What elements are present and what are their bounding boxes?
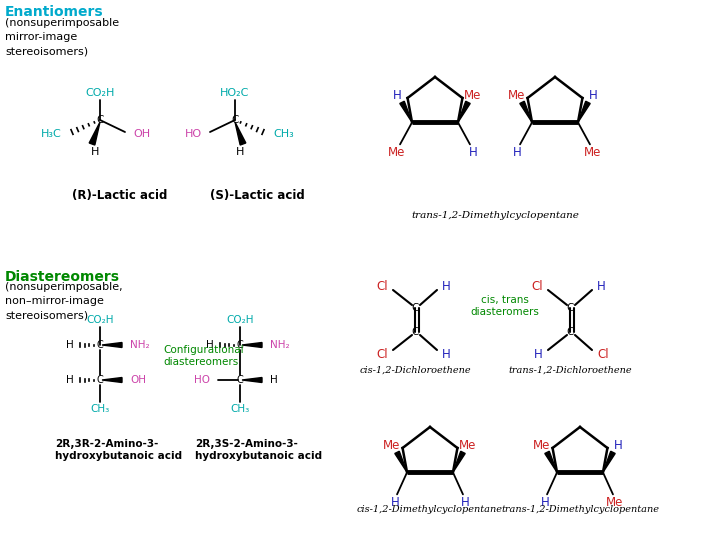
Polygon shape <box>242 377 262 382</box>
Text: CO₂H: CO₂H <box>86 315 114 325</box>
Text: Me: Me <box>464 89 482 102</box>
Text: Cl: Cl <box>377 348 388 361</box>
Text: H: H <box>236 147 244 157</box>
Text: Me: Me <box>459 439 477 452</box>
Text: H: H <box>469 146 477 159</box>
Text: H₃C: H₃C <box>41 129 62 139</box>
Text: H: H <box>534 348 543 361</box>
Text: (S)-Lactic acid: (S)-Lactic acid <box>210 188 305 201</box>
Text: C: C <box>567 327 574 337</box>
Text: cis-1,2-Dimethylcyclopentane: cis-1,2-Dimethylcyclopentane <box>357 505 503 515</box>
Polygon shape <box>102 342 122 348</box>
Polygon shape <box>578 101 590 123</box>
Polygon shape <box>520 101 532 123</box>
Text: NH₂: NH₂ <box>130 340 150 350</box>
Polygon shape <box>453 451 465 472</box>
Text: trans-1,2-Dichloroethene: trans-1,2-Dichloroethene <box>508 366 632 375</box>
Polygon shape <box>400 101 412 123</box>
Polygon shape <box>603 451 615 472</box>
Text: C: C <box>96 115 104 125</box>
Polygon shape <box>395 451 407 472</box>
Text: Me: Me <box>534 439 551 452</box>
Text: H: H <box>541 496 549 509</box>
Text: Me: Me <box>388 146 406 159</box>
Text: C: C <box>96 375 104 385</box>
Text: (nonsuperimposable,
non–mirror-image
stereoisomers): (nonsuperimposable, non–mirror-image ste… <box>5 282 122 320</box>
Text: C: C <box>237 340 243 350</box>
Text: cis-1,2-Dichloroethene: cis-1,2-Dichloroethene <box>359 366 471 375</box>
Text: H: H <box>442 348 451 361</box>
Text: H: H <box>270 375 278 385</box>
Text: Me: Me <box>584 146 602 159</box>
Text: H: H <box>391 496 400 509</box>
Text: H: H <box>392 89 402 102</box>
Text: H: H <box>206 340 214 350</box>
Text: CH₃: CH₃ <box>230 404 250 414</box>
Text: CO₂H: CO₂H <box>85 88 114 98</box>
Text: Enantiomers: Enantiomers <box>5 5 104 19</box>
Text: OH: OH <box>133 129 150 139</box>
Text: C: C <box>231 115 239 125</box>
Text: H: H <box>66 375 74 385</box>
Polygon shape <box>235 122 246 145</box>
Text: C: C <box>237 375 243 385</box>
Text: C: C <box>96 340 104 350</box>
Polygon shape <box>242 342 262 348</box>
Text: C: C <box>411 327 419 337</box>
Text: cis, trans
diasteromers: cis, trans diasteromers <box>471 295 539 316</box>
Polygon shape <box>89 122 100 145</box>
Text: H: H <box>513 146 521 159</box>
Text: (nonsuperimposable
mirror-image
stereoisomers): (nonsuperimposable mirror-image stereois… <box>5 18 119 56</box>
Text: OH: OH <box>130 375 146 385</box>
Text: CH₃: CH₃ <box>91 404 109 414</box>
Text: 2R,3R-2-Amino-3-
hydroxybutanoic acid: 2R,3R-2-Amino-3- hydroxybutanoic acid <box>55 439 182 461</box>
Text: C: C <box>567 303 574 313</box>
Text: trans-1,2-Dimethylcyclopentane: trans-1,2-Dimethylcyclopentane <box>411 211 579 219</box>
Polygon shape <box>102 377 122 382</box>
Text: H: H <box>613 439 622 452</box>
Text: NH₂: NH₂ <box>270 340 289 350</box>
Text: H: H <box>66 340 74 350</box>
Text: trans-1,2-Dimethylcyclopentane: trans-1,2-Dimethylcyclopentane <box>501 505 659 515</box>
Polygon shape <box>458 101 470 123</box>
Text: Cl: Cl <box>597 348 608 361</box>
Text: HO: HO <box>185 129 202 139</box>
Text: H: H <box>91 147 99 157</box>
Text: Me: Me <box>383 439 401 452</box>
Text: H: H <box>597 280 606 293</box>
Text: Cl: Cl <box>377 280 388 293</box>
Text: Cl: Cl <box>531 280 543 293</box>
Text: Me: Me <box>606 496 624 509</box>
Text: H: H <box>588 89 598 102</box>
Text: HO: HO <box>194 375 210 385</box>
Text: CH₃: CH₃ <box>273 129 294 139</box>
Text: CO₂H: CO₂H <box>226 315 253 325</box>
Text: (R)-Lactic acid: (R)-Lactic acid <box>72 188 167 201</box>
Text: 2R,3S-2-Amino-3-
hydroxybutanoic acid: 2R,3S-2-Amino-3- hydroxybutanoic acid <box>195 439 322 461</box>
Text: H: H <box>461 496 469 509</box>
Text: H: H <box>442 280 451 293</box>
Text: Configurational
diastereomers: Configurational diastereomers <box>163 345 243 367</box>
Text: Me: Me <box>508 89 526 102</box>
Text: Diastereomers: Diastereomers <box>5 270 120 284</box>
Polygon shape <box>545 451 557 472</box>
Text: C: C <box>411 303 419 313</box>
Text: HO₂C: HO₂C <box>220 88 250 98</box>
